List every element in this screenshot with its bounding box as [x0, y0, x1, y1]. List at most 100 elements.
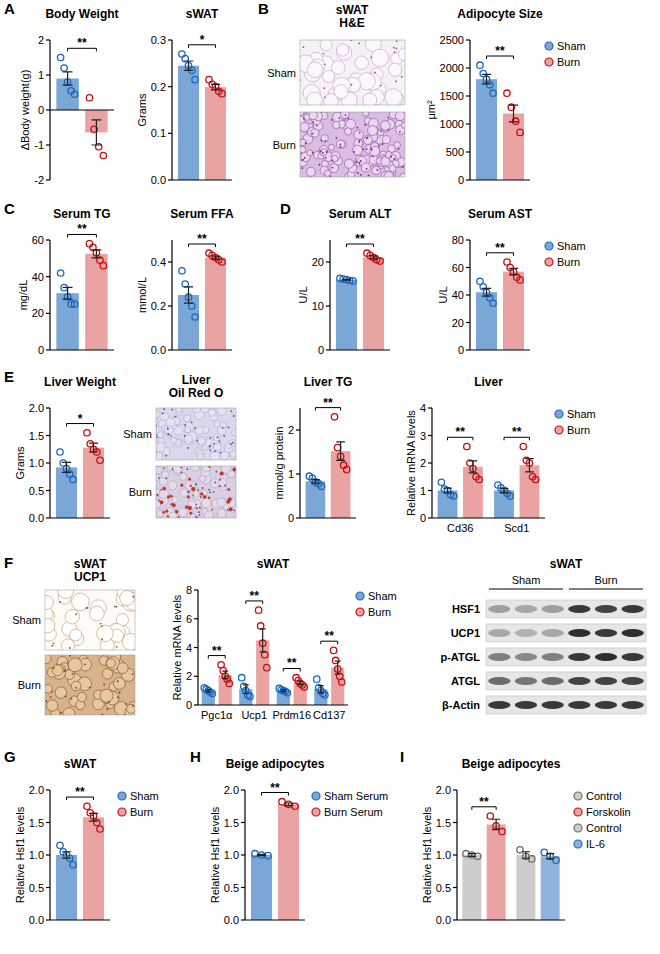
- cell: [385, 151, 392, 158]
- y-tick-label: 60: [32, 234, 44, 246]
- blot-band: [595, 629, 617, 637]
- nucleus: [70, 698, 72, 700]
- y-tick: [46, 854, 50, 855]
- data-point: [61, 65, 67, 71]
- y-tick-label: 0.2: [151, 300, 166, 312]
- nucleus: [360, 160, 362, 162]
- nucleus: [217, 436, 219, 438]
- x-axis: [470, 349, 530, 350]
- nucleus: [53, 667, 55, 669]
- legend-label: Sham: [567, 408, 596, 420]
- data-point: [97, 826, 103, 832]
- y-tick-label: 1.5: [29, 817, 44, 829]
- bar: [503, 114, 524, 180]
- lipid-droplet: [162, 511, 165, 514]
- data-point: [490, 90, 496, 96]
- nucleus: [100, 623, 102, 625]
- y-tick-label: 1.5: [29, 430, 44, 442]
- cell: [307, 150, 313, 156]
- nucleus: [398, 148, 400, 150]
- blot-band: [515, 605, 537, 613]
- y-tick: [466, 179, 470, 180]
- nucleus: [198, 511, 200, 513]
- micrograph-frame: [156, 408, 236, 460]
- bar: [476, 79, 497, 180]
- cell: [385, 89, 402, 105]
- image-row-label: Sham: [123, 428, 152, 440]
- lipid-droplet: [170, 495, 173, 498]
- y-tick-label: 2000: [440, 62, 464, 74]
- lipid-droplet: [175, 510, 178, 513]
- y-tick: [46, 109, 50, 110]
- significance-label: **: [197, 232, 207, 246]
- cell: [208, 409, 215, 416]
- western-blot: sWATShamBurnHSF1UCP1p-ATGLATGLβ-Actin: [440, 557, 646, 714]
- nucleus: [196, 504, 198, 506]
- chart: 0204060mg/dLSerum TG**C: [4, 200, 114, 356]
- blot-strip: [486, 672, 646, 690]
- y-tick: [46, 39, 50, 40]
- blot-group-line: [569, 589, 643, 590]
- y-tick: [46, 887, 50, 888]
- y-tick-label: 1.0: [436, 849, 451, 861]
- cell: [395, 112, 405, 121]
- blot-band: [541, 653, 563, 661]
- legend-marker: [312, 792, 320, 800]
- blot-band: [621, 653, 643, 661]
- cell: [158, 432, 164, 438]
- legend-label: IL-6: [586, 838, 605, 850]
- data-point: [553, 857, 559, 863]
- bar: [438, 491, 458, 519]
- nucleus: [320, 140, 322, 142]
- data-group: [306, 414, 351, 518]
- y-tick-label: 2.0: [29, 784, 44, 796]
- chart-title: Liver TG: [304, 375, 353, 389]
- cell: [202, 466, 210, 472]
- y-axis-title: mmol/L: [136, 277, 148, 313]
- nucleus: [219, 479, 221, 481]
- data-point: [343, 466, 349, 472]
- nucleus: [339, 117, 341, 119]
- data-point: [517, 277, 523, 283]
- cell: [191, 466, 200, 471]
- y-tick: [326, 349, 330, 350]
- data-point: [297, 680, 303, 686]
- y-tick-label: 1: [420, 485, 426, 497]
- error-bar: [297, 681, 303, 684]
- y-tick-label: 2: [38, 34, 44, 46]
- bar: [83, 448, 104, 518]
- data-point: [477, 62, 483, 68]
- y-tick: [453, 887, 457, 888]
- x-axis: [300, 517, 356, 518]
- y-tick: [46, 179, 50, 180]
- nucleus: [395, 81, 397, 83]
- nucleus: [347, 118, 349, 120]
- significance-label: **: [495, 44, 505, 58]
- y-tick: [46, 822, 50, 823]
- legend-marker: [545, 258, 553, 266]
- nucleus: [75, 687, 77, 689]
- chart: 012mmol/g proteinLiver TG**: [273, 375, 356, 524]
- bar: [85, 254, 107, 350]
- cell: [382, 136, 390, 144]
- nucleus: [170, 435, 172, 437]
- cell: [184, 415, 191, 422]
- bar: [520, 465, 540, 518]
- significance-label: **: [495, 241, 505, 255]
- nucleus: [359, 140, 361, 142]
- chart: 02468Pgc1αUcp1Prdm16Cd137Relative mRNA l…: [171, 557, 397, 721]
- lipid-droplet: [192, 495, 194, 497]
- chart: 0.00.51.01.52.0Relative Hsf1 levelssWAT*…: [4, 748, 159, 926]
- nucleus: [316, 125, 318, 127]
- y-tick-label: 0: [458, 344, 464, 356]
- nucleus: [167, 428, 169, 430]
- blot-band: [488, 677, 510, 685]
- lipid-droplet: [232, 468, 236, 472]
- nucleus: [191, 421, 193, 423]
- y-tick-label: 6: [186, 613, 192, 625]
- data-point: [57, 449, 63, 455]
- cell: [344, 159, 353, 168]
- error-bar: [443, 488, 452, 493]
- data-point: [100, 262, 106, 268]
- nucleus: [402, 166, 404, 168]
